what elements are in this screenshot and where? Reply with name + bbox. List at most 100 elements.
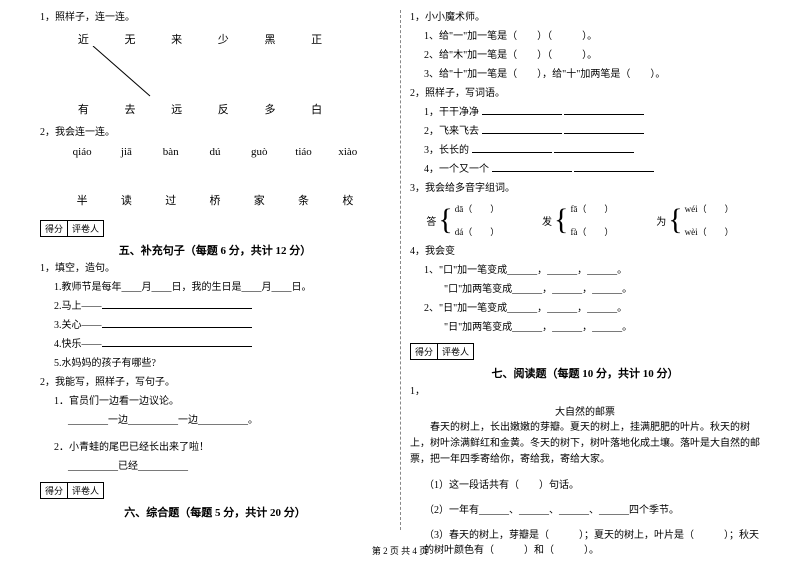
grader-label: 评卷人	[68, 483, 103, 498]
char: 黑	[255, 31, 285, 47]
section-7-title: 七、阅读题（每题 10 分，共计 10 分）	[410, 365, 760, 381]
polyphone-group: 答 { dā（ ） dá（ ）	[426, 202, 499, 238]
r-q2-item: 3，长长的	[424, 143, 760, 158]
left-column: 1，照样子，连一连。 近 无 来 少 黑 正 有 去 远 反 多 白 2，我会连…	[30, 10, 400, 540]
r-q4-item: "日"加两笔变成______，______，______。	[424, 320, 760, 335]
s5-q2-2b: __________已经__________	[68, 459, 390, 474]
r-q1-item: 2、给"木"加一笔是（ ）（ ）。	[424, 48, 760, 63]
s5-q2-1: 1．官员们一边看一边议论。	[54, 394, 390, 409]
score-box: 得分 评卷人	[40, 220, 104, 237]
text: 2.马上——	[54, 301, 102, 312]
read-num: 1，	[410, 384, 760, 399]
pinyin: dú	[200, 146, 230, 158]
char: 发	[542, 213, 552, 228]
char: 桥	[200, 192, 230, 208]
score-label: 得分	[41, 483, 68, 498]
char: 去	[115, 101, 145, 117]
s5-q2-1b: ________一边__________一边__________。	[68, 413, 390, 428]
polyphone-group: 为 { wéi（ ） wèi（ ）	[656, 202, 733, 238]
r-q1-item: 1、给"一"加一笔是（ ）（ ）。	[424, 29, 760, 44]
char: 读	[111, 192, 141, 208]
r-q2-title: 2，照样子，写词语。	[410, 86, 760, 101]
q2-chars: 半 读 过 桥 家 条 校	[60, 192, 370, 208]
s5-item: 2.马上——	[54, 299, 390, 314]
r-q4-item: 2、"日"加一笔变成______，______，______。	[424, 301, 760, 316]
blank-line	[472, 143, 552, 153]
brace-icon: {	[668, 205, 682, 235]
s5-q2-2: 2．小青蛙的尾巴已经长出来了啦！	[54, 440, 390, 455]
blank-line	[102, 318, 252, 328]
reading: dá（ ）	[455, 225, 500, 238]
char: 过	[156, 192, 186, 208]
q2-pinyin: qiáo jiā bàn dú guò tiáo xiào	[60, 146, 370, 158]
r-q2-item: 4，一个又一个	[424, 162, 760, 177]
text: 3，长长的	[424, 145, 469, 156]
read-q1: （1）这一段话共有（ ）句话。	[424, 478, 760, 493]
blank-line	[574, 162, 654, 172]
pinyin: bàn	[156, 146, 186, 158]
reading-title: 大自然的邮票	[410, 403, 760, 418]
char: 少	[208, 31, 238, 47]
s5-q2: 2，我能写，照样子，写句子。	[40, 375, 390, 390]
blank-line	[564, 105, 644, 115]
r-q4-item: "口"加两笔变成______，______，______。	[424, 282, 760, 297]
r-q1-item: 3、给"十"加一笔是（ ），给"十"加两笔是（ ）。	[424, 67, 760, 82]
char: 远	[162, 101, 192, 117]
s5-q1: 1，填空，造句。	[40, 261, 390, 276]
score-box: 得分 评卷人	[40, 482, 104, 499]
pinyin: qiáo	[67, 146, 97, 158]
r-q2-item: 1，干干净净	[424, 105, 760, 120]
score-box: 得分 评卷人	[410, 343, 474, 360]
text: 4，一个又一个	[424, 164, 489, 175]
char: 答	[426, 213, 436, 228]
r-q4-title: 4，我会变	[410, 244, 760, 259]
reading: dā（ ）	[455, 202, 500, 215]
text: 2，飞来飞去	[424, 126, 479, 137]
read-q3: （3）春天的树上，芽瓣是（ ）；夏天的树上，叶片是（ ）；秋天的树叶颜色有（ ）…	[424, 528, 760, 558]
char: 半	[67, 192, 97, 208]
grader-label: 评卷人	[68, 221, 103, 236]
score-label: 得分	[411, 344, 438, 359]
pinyin: xiào	[333, 146, 363, 158]
blank-line	[482, 105, 562, 115]
section-5-title: 五、补充句子（每题 6 分，共计 12 分）	[40, 242, 390, 258]
reading: fā（ ）	[570, 202, 613, 215]
pinyin: jiā	[111, 146, 141, 158]
s5-item: 1.教师节是每年____月____日，我的生日是____月____日。	[54, 280, 390, 295]
char: 条	[289, 192, 319, 208]
blank-line	[482, 124, 562, 134]
r-q4-item: 1、"口"加一笔变成______，______，______。	[424, 263, 760, 278]
char: 校	[333, 192, 363, 208]
q1-title: 1，照样子，连一连。	[40, 10, 390, 25]
brace-icon: {	[438, 205, 452, 235]
char: 有	[68, 101, 98, 117]
reading: wèi（ ）	[685, 225, 734, 238]
char: 近	[68, 31, 98, 47]
char: 多	[255, 101, 285, 117]
q2-title: 2，我会连一连。	[40, 125, 390, 140]
pinyin: tiáo	[289, 146, 319, 158]
blank-line	[564, 124, 644, 134]
char: 为	[656, 213, 666, 228]
polyphone-group: 发 { fā（ ） fà（ ）	[542, 202, 613, 238]
blank-line	[554, 143, 634, 153]
text: 4.快乐——	[54, 339, 102, 350]
read-q2: （2）一年有______、______、______、______四个季节。	[424, 503, 760, 518]
char: 反	[208, 101, 238, 117]
r-q1-title: 1，小小魔术师。	[410, 10, 760, 25]
right-column: 1，小小魔术师。 1、给"一"加一笔是（ ）（ ）。 2、给"木"加一笔是（ ）…	[400, 10, 770, 540]
text: 3.关心——	[54, 320, 102, 331]
score-label: 得分	[41, 221, 68, 236]
char: 无	[115, 31, 145, 47]
text: 1，干干净净	[424, 107, 479, 118]
blank-line	[102, 337, 252, 347]
r-q2-item: 2，飞来飞去	[424, 124, 760, 139]
r-q3-title: 3，我会给多音字组词。	[410, 181, 760, 196]
reading: fà（ ）	[570, 225, 613, 238]
column-divider	[400, 10, 401, 530]
blank-line	[492, 162, 572, 172]
s5-item: 5.水妈妈的孩子有哪些?	[54, 356, 390, 371]
reading-body: 春天的树上，长出嫩嫩的芽瓣。夏天的树上，挂满肥肥的叶片。秋天的树上，树叶涂满鲜红…	[410, 420, 760, 468]
q1-row1: 近 无 来 少 黑 正	[60, 31, 340, 47]
s5-item: 3.关心——	[54, 318, 390, 333]
